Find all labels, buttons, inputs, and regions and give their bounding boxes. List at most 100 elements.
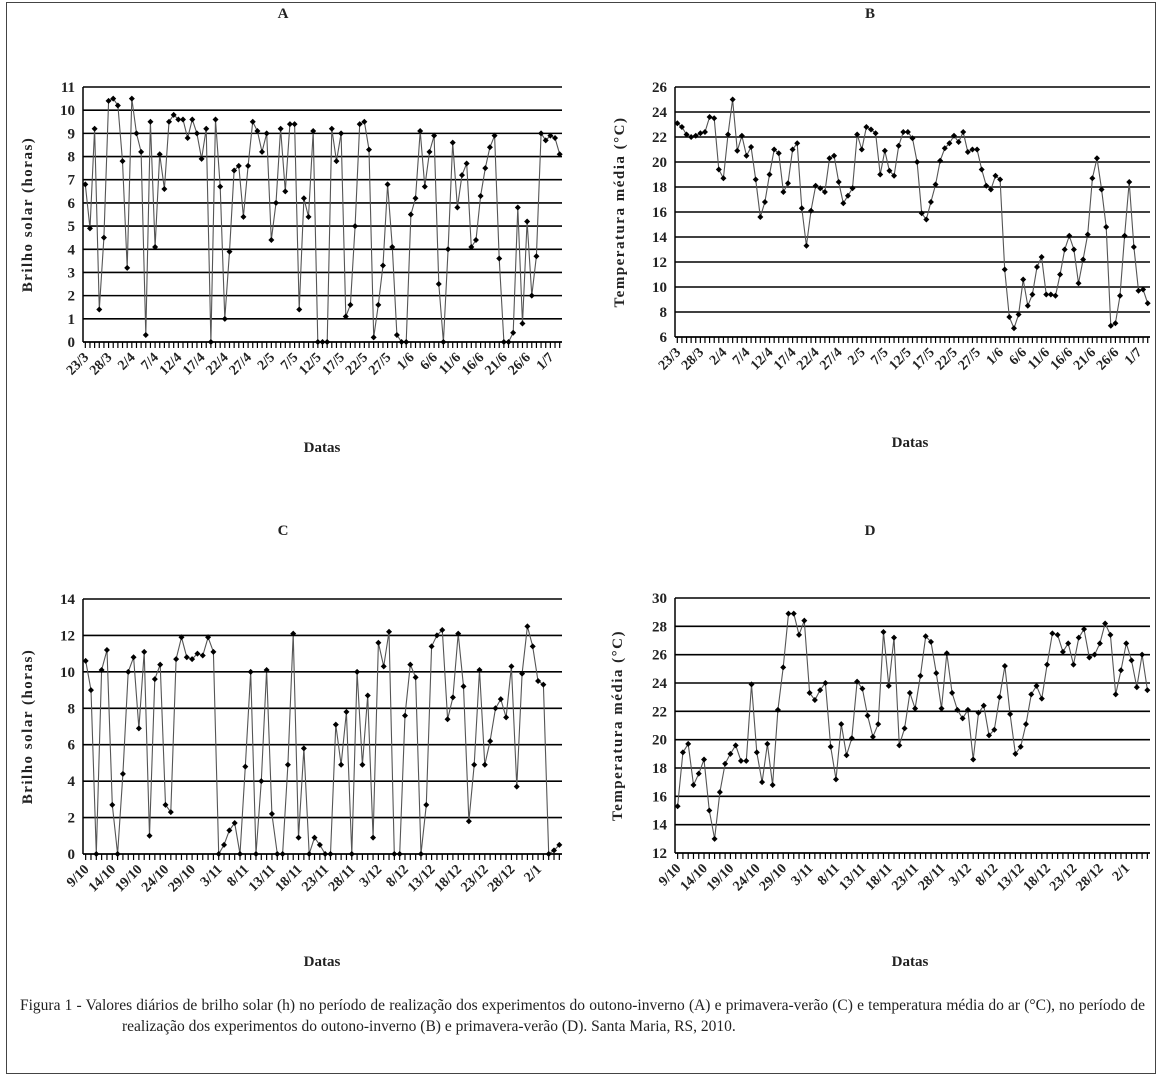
- x-tick-label: 3/12: [947, 861, 975, 889]
- data-point: [477, 192, 484, 199]
- data-point: [263, 130, 270, 137]
- data-point: [987, 186, 994, 193]
- data-point: [542, 137, 549, 144]
- x-tick-label: 23/12: [1047, 861, 1080, 894]
- data-point: [551, 847, 558, 854]
- data-point: [1006, 314, 1013, 320]
- y-tick-label: 5: [68, 219, 76, 235]
- data-point: [835, 179, 842, 185]
- data-point: [872, 130, 879, 137]
- x-tick-label: 28/11: [916, 861, 949, 894]
- data-point: [734, 147, 741, 154]
- data-point: [284, 761, 291, 768]
- data-point: [343, 708, 350, 715]
- data-point: [114, 102, 121, 109]
- data-point: [1075, 634, 1082, 641]
- x-tick-label: 6/6: [1007, 345, 1030, 368]
- data-point: [801, 617, 808, 624]
- data-point: [361, 118, 368, 125]
- data-point: [240, 213, 247, 220]
- y-tick-label: 0: [68, 847, 76, 863]
- data-point: [695, 770, 702, 777]
- y-tick-label: 20: [652, 733, 667, 749]
- y-axis-label: Temperatura média (°C): [612, 117, 628, 308]
- data-point: [785, 610, 792, 617]
- data-point: [753, 749, 760, 756]
- data-point: [780, 189, 787, 195]
- data-point: [156, 151, 163, 158]
- data-point: [500, 339, 507, 345]
- data-point: [125, 668, 132, 675]
- x-tick-label: 23/11: [299, 862, 332, 895]
- x-tick-label: 28/12: [485, 862, 518, 895]
- x-tick-label: 22/4: [794, 345, 822, 373]
- data-point: [93, 851, 100, 857]
- data-point: [798, 205, 805, 212]
- data-point: [203, 125, 210, 132]
- y-tick-label: 2: [68, 289, 76, 305]
- data-point: [701, 756, 708, 763]
- caption-text: Valores diários de brilho solar (h) no p…: [85, 997, 1145, 1035]
- data-point: [322, 851, 329, 857]
- data-point: [891, 634, 898, 641]
- data-point: [178, 634, 185, 641]
- data-point: [849, 185, 856, 192]
- data-point: [817, 687, 824, 694]
- chart-title: C: [278, 523, 289, 539]
- chart-title: D: [865, 523, 876, 539]
- data-point: [505, 339, 512, 345]
- data-point: [487, 738, 494, 745]
- data-point: [252, 851, 259, 857]
- data-point: [858, 146, 865, 153]
- data-point: [274, 851, 281, 857]
- data-point: [347, 301, 354, 308]
- y-tick-label: 16: [652, 789, 668, 805]
- data-point: [333, 158, 340, 165]
- data-point: [685, 740, 692, 747]
- data-point: [949, 689, 956, 696]
- data-point: [1107, 631, 1114, 638]
- data-point: [103, 647, 110, 653]
- data-point: [508, 663, 515, 670]
- data-point: [449, 694, 456, 701]
- y-tick-label: 26: [652, 80, 668, 96]
- x-axis-label: Datas: [304, 440, 341, 456]
- x-tick-label: 28/12: [1074, 861, 1107, 894]
- x-tick-label: 1/7: [534, 350, 557, 373]
- data-point: [951, 132, 958, 139]
- data-point: [401, 712, 408, 719]
- caption: Figura 1 - Valores diários de brilho sol…: [20, 995, 1145, 1037]
- data-point: [827, 743, 834, 750]
- data-point: [737, 757, 744, 764]
- data-point: [231, 167, 238, 174]
- y-tick-label: 6: [68, 738, 76, 754]
- data-point: [459, 172, 466, 179]
- x-tick-label: 24/10: [139, 862, 172, 895]
- data-point: [877, 171, 884, 178]
- data-point: [1144, 300, 1151, 307]
- data-point: [1007, 711, 1014, 718]
- data-point: [1075, 280, 1082, 287]
- data-point: [959, 715, 966, 722]
- data-point: [454, 204, 461, 211]
- y-tick-label: 24: [652, 676, 668, 692]
- data-point: [282, 188, 289, 195]
- data-point: [263, 667, 270, 674]
- x-tick-label: 23/12: [458, 862, 491, 895]
- y-tick-label: 16: [652, 205, 668, 221]
- data-point: [460, 683, 467, 690]
- chart-title: B: [865, 6, 875, 22]
- x-tick-label: 3/11: [789, 861, 817, 889]
- data-point: [444, 716, 451, 723]
- data-point: [311, 834, 318, 841]
- x-axis-label: Datas: [892, 954, 929, 970]
- data-line: [677, 613, 1148, 839]
- x-tick-label: 17/4: [771, 345, 799, 373]
- data-point: [1061, 246, 1068, 253]
- x-tick-label: 1/7: [1122, 345, 1145, 368]
- data-point: [838, 721, 845, 728]
- data-point: [128, 95, 135, 102]
- data-point: [352, 223, 359, 230]
- data-point: [1070, 246, 1077, 253]
